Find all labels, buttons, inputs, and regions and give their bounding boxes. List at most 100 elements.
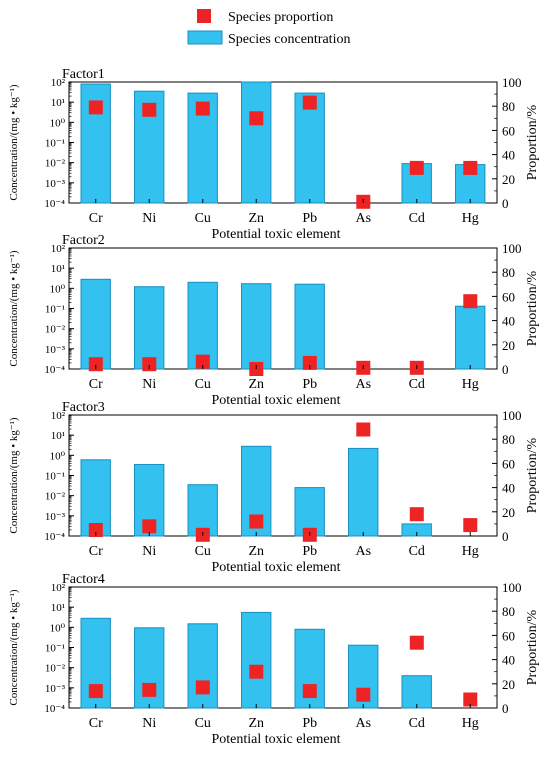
y-right-tick-label: 0 [502, 362, 509, 377]
y-right-tick-label: 60 [502, 123, 515, 138]
y-right-tick-label: 80 [502, 604, 515, 619]
plot-frame [69, 587, 497, 708]
y-left-tick-label: 10⁻⁴ [44, 531, 65, 543]
y-right-tick-label: 100 [502, 580, 522, 595]
y-right-tick-label: 80 [502, 99, 515, 114]
proportion-marker-as [356, 688, 370, 702]
y-right-tick-label: 40 [502, 148, 515, 163]
y-right-tick-label: 40 [502, 314, 515, 329]
proportion-marker-ni [142, 357, 156, 371]
y-left-axis-title: Concentration/(mg • kg⁻¹) [8, 417, 20, 534]
concentration-bar-ni [135, 287, 164, 369]
proportion-marker-cd [410, 161, 424, 175]
panel-label: Factor4 [62, 572, 105, 587]
y-left-tick-label: 10⁻³ [45, 683, 66, 695]
proportion-marker-hg [463, 518, 477, 532]
y-left-tick-label: 10⁻¹ [45, 138, 65, 150]
proportion-marker-cu [196, 102, 210, 116]
concentration-bar-zn [242, 82, 271, 203]
x-tick-label-cr: Cr [89, 377, 103, 392]
y-left-tick-label: 10⁻² [45, 491, 66, 503]
proportion-marker-ni [142, 683, 156, 697]
proportion-marker-zn [249, 111, 263, 125]
x-tick-label-hg: Hg [462, 377, 479, 392]
y-right-tick-label: 60 [502, 628, 515, 643]
proportion-marker-as [356, 423, 370, 437]
proportion-marker-cr [89, 100, 103, 114]
y-right-tick-label: 100 [502, 75, 522, 90]
x-tick-label-hg: Hg [462, 716, 479, 731]
proportion-marker-cr [89, 684, 103, 698]
y-left-tick-label: 10⁻² [45, 663, 66, 675]
x-tick-label-ni: Ni [142, 211, 156, 226]
plot-frame [69, 248, 497, 369]
y-left-tick-label: 10⁻¹ [45, 643, 65, 655]
y-left-tick-label: 10⁰ [50, 450, 66, 462]
legend-proportion-swatch [197, 9, 211, 23]
x-axis-title: Potential toxic element [211, 227, 340, 242]
concentration-bar-cu [188, 624, 217, 708]
x-tick-label-pb: Pb [302, 377, 317, 392]
y-left-axis-title: Concentration/(mg • kg⁻¹) [8, 589, 20, 706]
legend-concentration-label: Species concentration [228, 32, 350, 47]
x-tick-label-cd: Cd [409, 544, 425, 559]
y-left-axis-title: Concentration/(mg • kg⁻¹) [8, 84, 20, 201]
x-tick-label-zn: Zn [248, 716, 264, 731]
y-right-tick-label: 60 [502, 456, 515, 471]
y-right-tick-label: 20 [502, 677, 515, 692]
x-tick-label-ni: Ni [142, 544, 156, 559]
y-left-axis-title: Concentration/(mg • kg⁻¹) [8, 250, 20, 367]
x-tick-label-zn: Zn [248, 377, 264, 392]
y-left-tick-label: 10⁻³ [45, 178, 66, 190]
x-tick-label-pb: Pb [302, 211, 317, 226]
proportion-marker-ni [142, 103, 156, 117]
y-right-tick-label: 40 [502, 481, 515, 496]
concentration-bar-as [349, 448, 378, 536]
x-tick-label-cr: Cr [89, 211, 103, 226]
panel-3: 10⁻⁴10⁻³10⁻²10⁻¹10⁰10¹10²020406080100Cr N… [8, 400, 540, 575]
y-left-tick-label: 10¹ [51, 263, 65, 275]
y-left-tick-label: 10⁰ [50, 283, 66, 295]
x-tick-label-cr: Cr [89, 544, 103, 559]
x-tick-label-as: As [355, 544, 371, 559]
y-left-tick-label: 10¹ [51, 602, 65, 614]
proportion-marker-cu [196, 680, 210, 694]
proportion-marker-pb [303, 96, 317, 110]
y-left-tick-label: 10⁻¹ [45, 471, 65, 483]
y-right-axis-title: Proportion/% [525, 609, 540, 685]
concentration-bar-hg [456, 306, 485, 369]
y-left-tick-label: 10¹ [51, 430, 65, 442]
y-right-tick-label: 100 [502, 408, 522, 423]
y-left-tick-label: 10⁻³ [45, 511, 66, 523]
x-axis-title: Potential toxic element [211, 732, 340, 747]
x-tick-label-as: As [355, 211, 371, 226]
y-left-tick-label: 10⁻² [45, 158, 66, 170]
panel-label: Factor3 [62, 400, 105, 415]
x-tick-label-cr: Cr [89, 716, 103, 731]
proportion-marker-pb [303, 684, 317, 698]
x-tick-label-zn: Zn [248, 544, 264, 559]
x-tick-label-hg: Hg [462, 544, 479, 559]
legend-proportion-label: Species proportion [228, 10, 333, 25]
proportion-marker-hg [463, 161, 477, 175]
x-tick-label-hg: Hg [462, 211, 479, 226]
y-left-tick-label: 10⁰ [50, 622, 66, 634]
x-tick-label-cd: Cd [409, 377, 425, 392]
y-right-tick-label: 0 [502, 196, 509, 211]
x-tick-label-ni: Ni [142, 377, 156, 392]
y-left-tick-label: 10¹ [51, 97, 65, 109]
y-right-tick-label: 100 [502, 241, 522, 256]
proportion-marker-ni [142, 519, 156, 533]
chart-panels: 10⁻⁴ 10⁻³ 10⁻² 10⁻¹ 10⁰ 10¹ 10² 0 20 40 60 80 100 Cr N… [8, 67, 540, 747]
y-left-tick-label: 10⁻⁴ [44, 364, 65, 376]
proportion-marker-zn [249, 515, 263, 529]
x-tick-label-cd: Cd [409, 716, 425, 731]
x-tick-label-as: As [355, 716, 371, 731]
panel-1: 10⁻⁴10⁻³10⁻²10⁻¹10⁰10¹10²020406080100Cr N… [8, 67, 540, 242]
x-tick-label-ni: Ni [142, 716, 156, 731]
y-right-tick-label: 20 [502, 505, 515, 520]
legend-concentration-swatch [188, 31, 222, 44]
x-tick-label-cu: Cu [195, 544, 211, 559]
concentration-bar-zn [242, 612, 271, 708]
